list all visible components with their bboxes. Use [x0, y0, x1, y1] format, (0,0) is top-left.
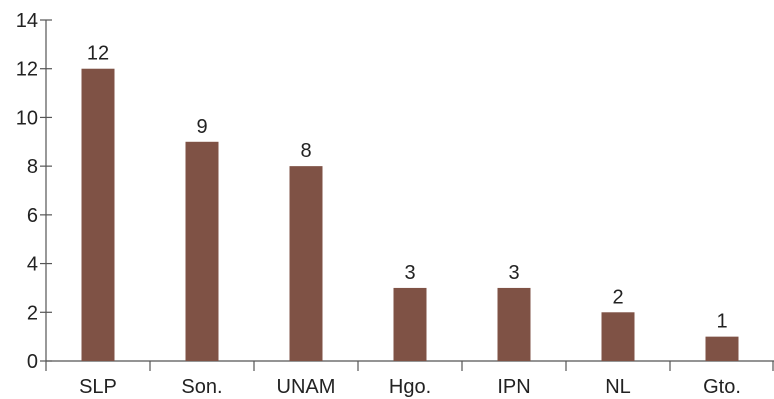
y-tick-label: 10: [16, 107, 38, 129]
category-label: NL: [605, 376, 631, 398]
data-label: 1: [716, 311, 727, 333]
y-axis: 0 2 4 6 8 10 12 14: [16, 10, 52, 373]
data-label: 2: [612, 286, 623, 308]
y-tick-label: 6: [27, 205, 38, 227]
data-label: 8: [300, 140, 311, 162]
category-label: Son.: [181, 376, 222, 398]
bar-nl: [601, 312, 635, 361]
category-label: IPN: [497, 376, 530, 398]
bar-son: [185, 141, 219, 361]
category-label: Gto.: [703, 376, 741, 398]
data-label: 3: [404, 262, 415, 284]
category-label: Hgo.: [389, 376, 431, 398]
y-tick-label: 12: [16, 59, 38, 81]
bar-unam: [289, 166, 323, 361]
data-labels: 12 9 8 3 3 2 1: [87, 43, 728, 333]
y-tick-label: 8: [27, 156, 38, 178]
data-label: 3: [508, 262, 519, 284]
bar-hgo: [393, 287, 427, 361]
category-label: SLP: [79, 376, 117, 398]
y-tick-label: 2: [27, 302, 38, 324]
data-label: 9: [196, 116, 207, 138]
x-axis: SLP Son. UNAM Hgo. IPN NL Gto.: [45, 360, 774, 398]
y-tick-label: 14: [16, 10, 38, 32]
y-tick-label: 4: [27, 254, 38, 276]
bar-ipn: [497, 287, 531, 361]
bars: [81, 68, 739, 361]
bar-slp: [81, 68, 115, 361]
category-label: UNAM: [277, 376, 336, 398]
data-label: 12: [87, 43, 109, 65]
bar-gto: [705, 336, 739, 361]
y-tick-label: 0: [27, 351, 38, 373]
